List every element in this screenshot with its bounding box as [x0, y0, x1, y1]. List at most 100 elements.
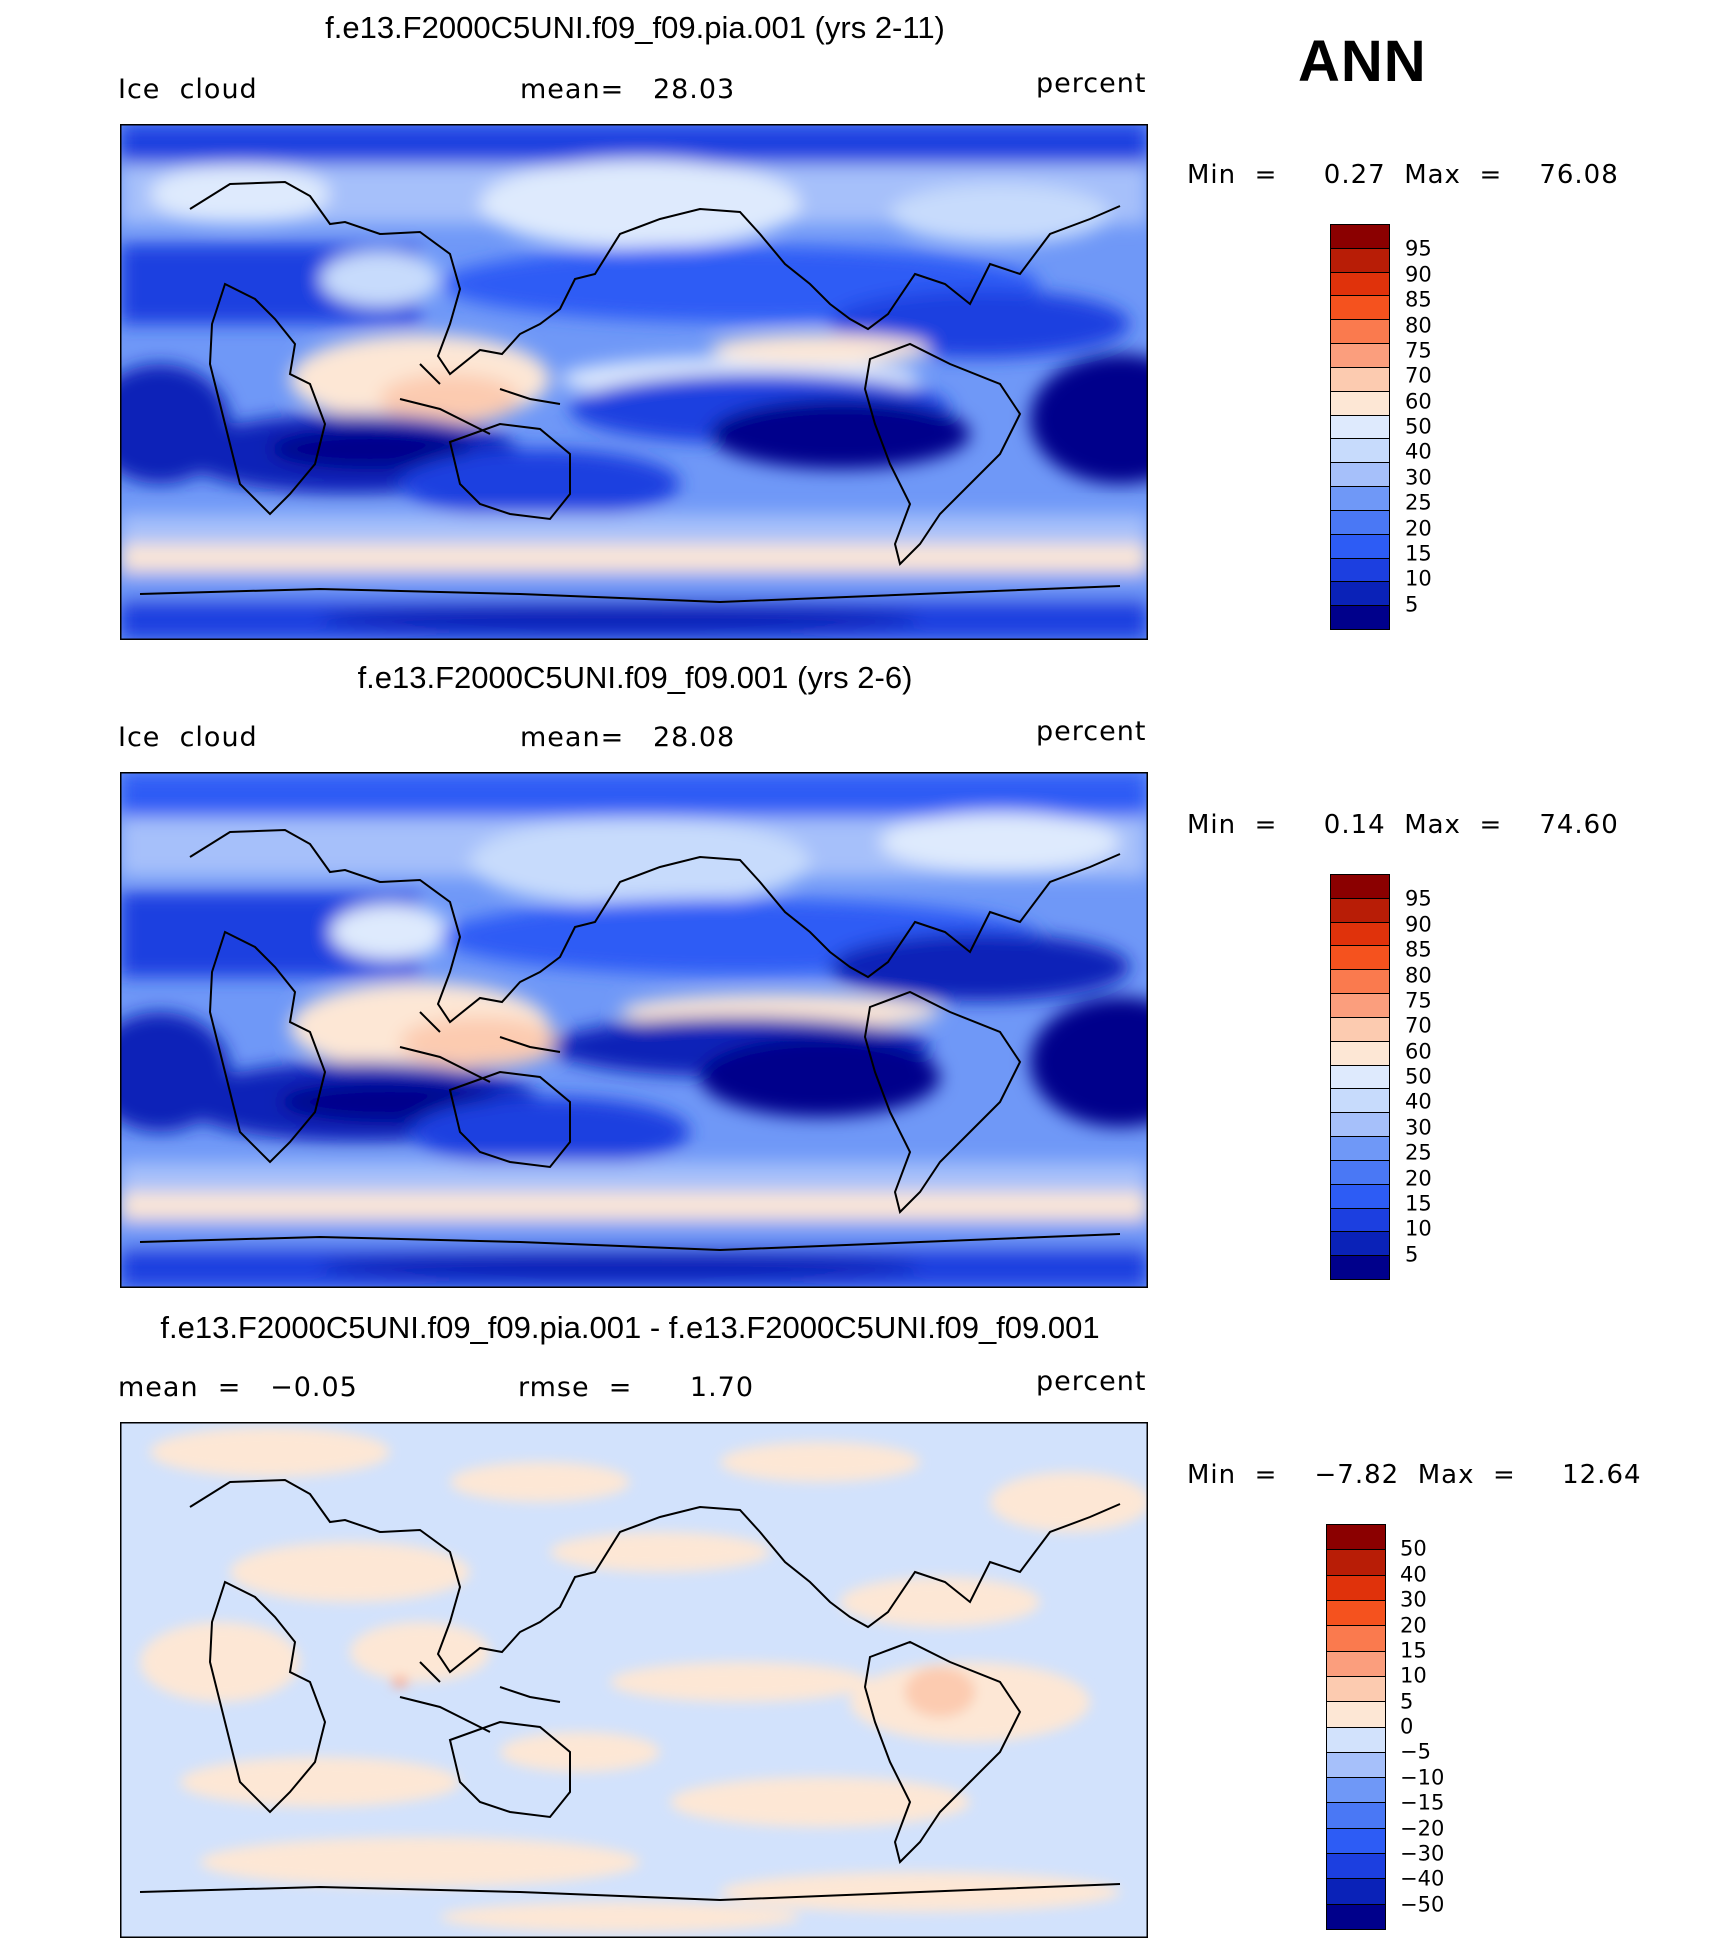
panel-title: f.e13.F2000C5UNI.f09_f09.001 (yrs 2-6) — [357, 660, 913, 695]
colorbar-tick-label: 25 — [1405, 490, 1432, 515]
colorbar-swatch — [1331, 1231, 1389, 1256]
colorbar-swatch — [1331, 271, 1389, 296]
ice-cloud-map — [120, 124, 1148, 640]
colorbar-tick-label: 30 — [1405, 1115, 1432, 1140]
colorbar-tick-label: 40 — [1405, 1089, 1432, 1114]
colorbar-labels: 50 40 30 20 15 10 5 0 −5 −10 −15 −20 −30 −40 −50 — [1400, 1524, 1480, 1930]
colorbar-swatch — [1331, 366, 1389, 391]
colorbar-swatch — [1331, 295, 1389, 320]
rmse-label: rmse = 1.70 — [518, 1372, 755, 1403]
colorbar-tick-label: 60 — [1405, 389, 1432, 414]
coastlines — [139, 180, 1121, 604]
colorbar-swatch — [1331, 1183, 1389, 1208]
colorbar-tick-label: −5 — [1400, 1739, 1431, 1764]
colorbar-swatch — [1331, 247, 1389, 272]
colorbar-swatch — [1331, 1112, 1389, 1137]
colorbar-tick-label: −20 — [1400, 1816, 1445, 1840]
colorbar-swatch — [1331, 225, 1389, 248]
colorbar-tick-label: 0 — [1400, 1714, 1414, 1739]
colorbar-swatch — [1331, 921, 1389, 946]
colorbar-tick-label: −40 — [1400, 1866, 1445, 1891]
colorbar-tick-label: −10 — [1400, 1765, 1445, 1790]
panel-title: f.e13.F2000C5UNI.f09_f09.pia.001 (yrs 2-… — [325, 10, 945, 45]
colorbar-swatch — [1331, 993, 1389, 1017]
colorbar-tick-label: 5 — [1405, 592, 1419, 617]
colorbar-swatch — [1331, 1255, 1389, 1280]
colorbar-tick-label: 30 — [1405, 465, 1432, 490]
colorbar-tick-label: 10 — [1400, 1663, 1427, 1688]
panel-title: f.e13.F2000C5UNI.f09_f09.pia.001 - f.e13… — [160, 1310, 1100, 1345]
colorbar-tick-label: 30 — [1400, 1587, 1427, 1612]
colorbar-tick-label: 50 — [1405, 414, 1432, 439]
colorbar-swatch — [1327, 1599, 1385, 1626]
colorbar-swatch — [1327, 1675, 1385, 1702]
colorbar-tick-label: 40 — [1400, 1562, 1427, 1587]
colorbar-tick-label: 90 — [1405, 912, 1432, 937]
panel-difference: f.e13.F2000C5UNI.f09_f09.pia.001 - f.e13… — [0, 1300, 1710, 1940]
units-label: percent — [1036, 68, 1147, 99]
colorbar-swatch — [1331, 969, 1389, 994]
mean-label: mean= 28.03 — [520, 74, 736, 105]
colorbar-swatch — [1331, 414, 1389, 439]
colorbar-tick-label: 15 — [1400, 1638, 1427, 1663]
ice-cloud-map — [120, 772, 1148, 1288]
colorbar-tick-label: 25 — [1405, 1140, 1432, 1165]
colorbar-labels: 95 90 85 80 75 70 60 50 40 30 25 20 15 10 5 — [1405, 874, 1485, 1280]
colorbar-swatch — [1331, 1064, 1389, 1089]
colorbar-swatch — [1327, 1878, 1385, 1904]
colorbar-tick-label: 60 — [1405, 1039, 1432, 1064]
colorbar — [1330, 224, 1390, 630]
colorbar-swatch — [1331, 1088, 1389, 1113]
colorbar-tick-label: 20 — [1400, 1613, 1427, 1637]
colorbar-tick-label: 5 — [1405, 1242, 1419, 1267]
panel-model-pia: f.e13.F2000C5UNI.f09_f09.pia.001 (yrs 2-… — [0, 0, 1710, 640]
colorbar-swatch — [1331, 1016, 1389, 1041]
colorbar-swatch — [1327, 1525, 1385, 1550]
colorbar-tick-label: −15 — [1400, 1790, 1445, 1815]
colorbar-swatch — [1331, 557, 1389, 582]
colorbar-tick-label: 85 — [1405, 287, 1432, 312]
colorbar-tick-label: 5 — [1400, 1689, 1414, 1714]
min-max-readout: Min = −7.82 Max = 12.64 — [1187, 1460, 1642, 1490]
colorbar-tick-label: 10 — [1405, 1216, 1432, 1241]
colorbar-swatch — [1331, 1040, 1389, 1065]
colorbar-swatch — [1331, 1159, 1389, 1184]
colorbar-tick-label: 70 — [1405, 363, 1432, 388]
colorbar-tick-label: 20 — [1405, 516, 1432, 540]
panel-model-control: f.e13.F2000C5UNI.f09_f09.001 (yrs 2-6) I… — [0, 650, 1710, 1290]
colorbar-swatch — [1327, 1701, 1385, 1727]
colorbar-tick-label: 90 — [1405, 262, 1432, 287]
colorbar-tick-label: 40 — [1405, 439, 1432, 464]
mean-label: mean= 28.08 — [520, 722, 736, 753]
colorbar-swatch — [1331, 509, 1389, 534]
season-label: ANN — [1298, 29, 1427, 94]
mean-diff-label: mean = −0.05 — [118, 1372, 358, 1403]
colorbar-tick-label: −30 — [1400, 1841, 1445, 1866]
colorbar-swatch — [1331, 1207, 1389, 1232]
colorbar-tick-label: 50 — [1400, 1536, 1427, 1561]
colorbar-swatch — [1331, 875, 1389, 898]
coastlines — [139, 1478, 1121, 1902]
colorbar-tick-label: 15 — [1405, 541, 1432, 566]
min-max-readout: Min = 0.14 Max = 74.60 — [1187, 810, 1619, 840]
coastlines — [139, 828, 1121, 1252]
colorbar-swatch — [1327, 1726, 1385, 1752]
colorbar-swatch — [1327, 1853, 1385, 1879]
colorbar-tick-label: 75 — [1405, 988, 1432, 1013]
colorbar-tick-label: 80 — [1405, 963, 1432, 987]
colorbar-tick-label: 95 — [1405, 886, 1432, 911]
colorbar-swatch — [1327, 1650, 1385, 1676]
difference-map — [120, 1422, 1148, 1938]
colorbar-swatch — [1331, 897, 1389, 922]
colorbar-swatch — [1327, 1777, 1385, 1803]
colorbar-tick-label: 10 — [1405, 566, 1432, 591]
colorbar-swatch — [1331, 581, 1389, 606]
units-label: percent — [1036, 716, 1147, 747]
colorbar-tick-label: 15 — [1405, 1191, 1432, 1216]
units-label: percent — [1036, 1366, 1147, 1397]
colorbar-tick-label: 95 — [1405, 236, 1432, 261]
colorbar-tick-label: 20 — [1405, 1166, 1432, 1190]
colorbar-swatch — [1327, 1625, 1385, 1651]
colorbar-swatch — [1331, 1136, 1389, 1160]
colorbar-swatch — [1331, 343, 1389, 367]
